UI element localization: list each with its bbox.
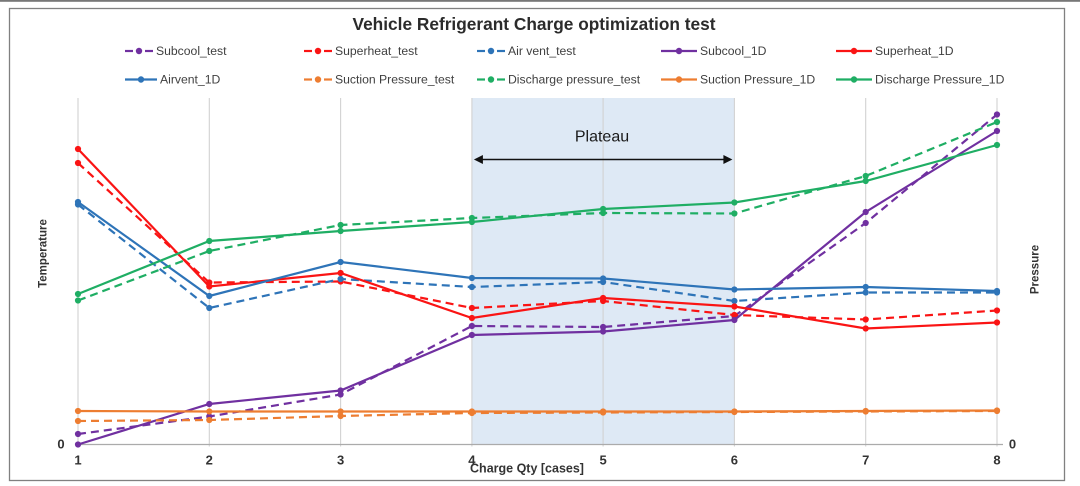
svg-text:Temperature: Temperature — [38, 219, 50, 288]
svg-text:1: 1 — [74, 453, 81, 468]
svg-text:Superheat_test: Superheat_test — [335, 44, 418, 58]
svg-text:Plateau: Plateau — [575, 129, 629, 146]
svg-text:Suction Pressure_test: Suction Pressure_test — [335, 73, 455, 87]
svg-text:Subcool_test: Subcool_test — [156, 44, 227, 58]
svg-text:6: 6 — [731, 453, 738, 468]
svg-text:Air vent_test: Air vent_test — [508, 44, 576, 58]
svg-text:Discharge Pressure_1D: Discharge Pressure_1D — [875, 73, 1005, 87]
svg-text:0: 0 — [1009, 437, 1016, 452]
svg-text:4: 4 — [468, 453, 476, 468]
svg-text:8: 8 — [993, 453, 1000, 468]
svg-text:Airvent_1D: Airvent_1D — [160, 73, 220, 87]
svg-text:Pressure: Pressure — [1030, 245, 1042, 294]
svg-text:Vehicle Refrigerant Charge opt: Vehicle Refrigerant Charge optimization … — [353, 14, 716, 34]
svg-text:Suction Pressure_1D: Suction Pressure_1D — [700, 73, 815, 87]
svg-text:0: 0 — [57, 437, 64, 452]
svg-text:Charge Qty [cases]: Charge Qty [cases] — [470, 462, 584, 476]
svg-text:7: 7 — [862, 453, 869, 468]
svg-text:2: 2 — [206, 453, 213, 468]
svg-text:5: 5 — [599, 453, 606, 468]
svg-text:Subcool_1D: Subcool_1D — [700, 44, 767, 58]
svg-text:3: 3 — [337, 453, 344, 468]
svg-text:Superheat_1D: Superheat_1D — [875, 44, 954, 58]
svg-text:Discharge pressure_test: Discharge pressure_test — [508, 73, 641, 87]
